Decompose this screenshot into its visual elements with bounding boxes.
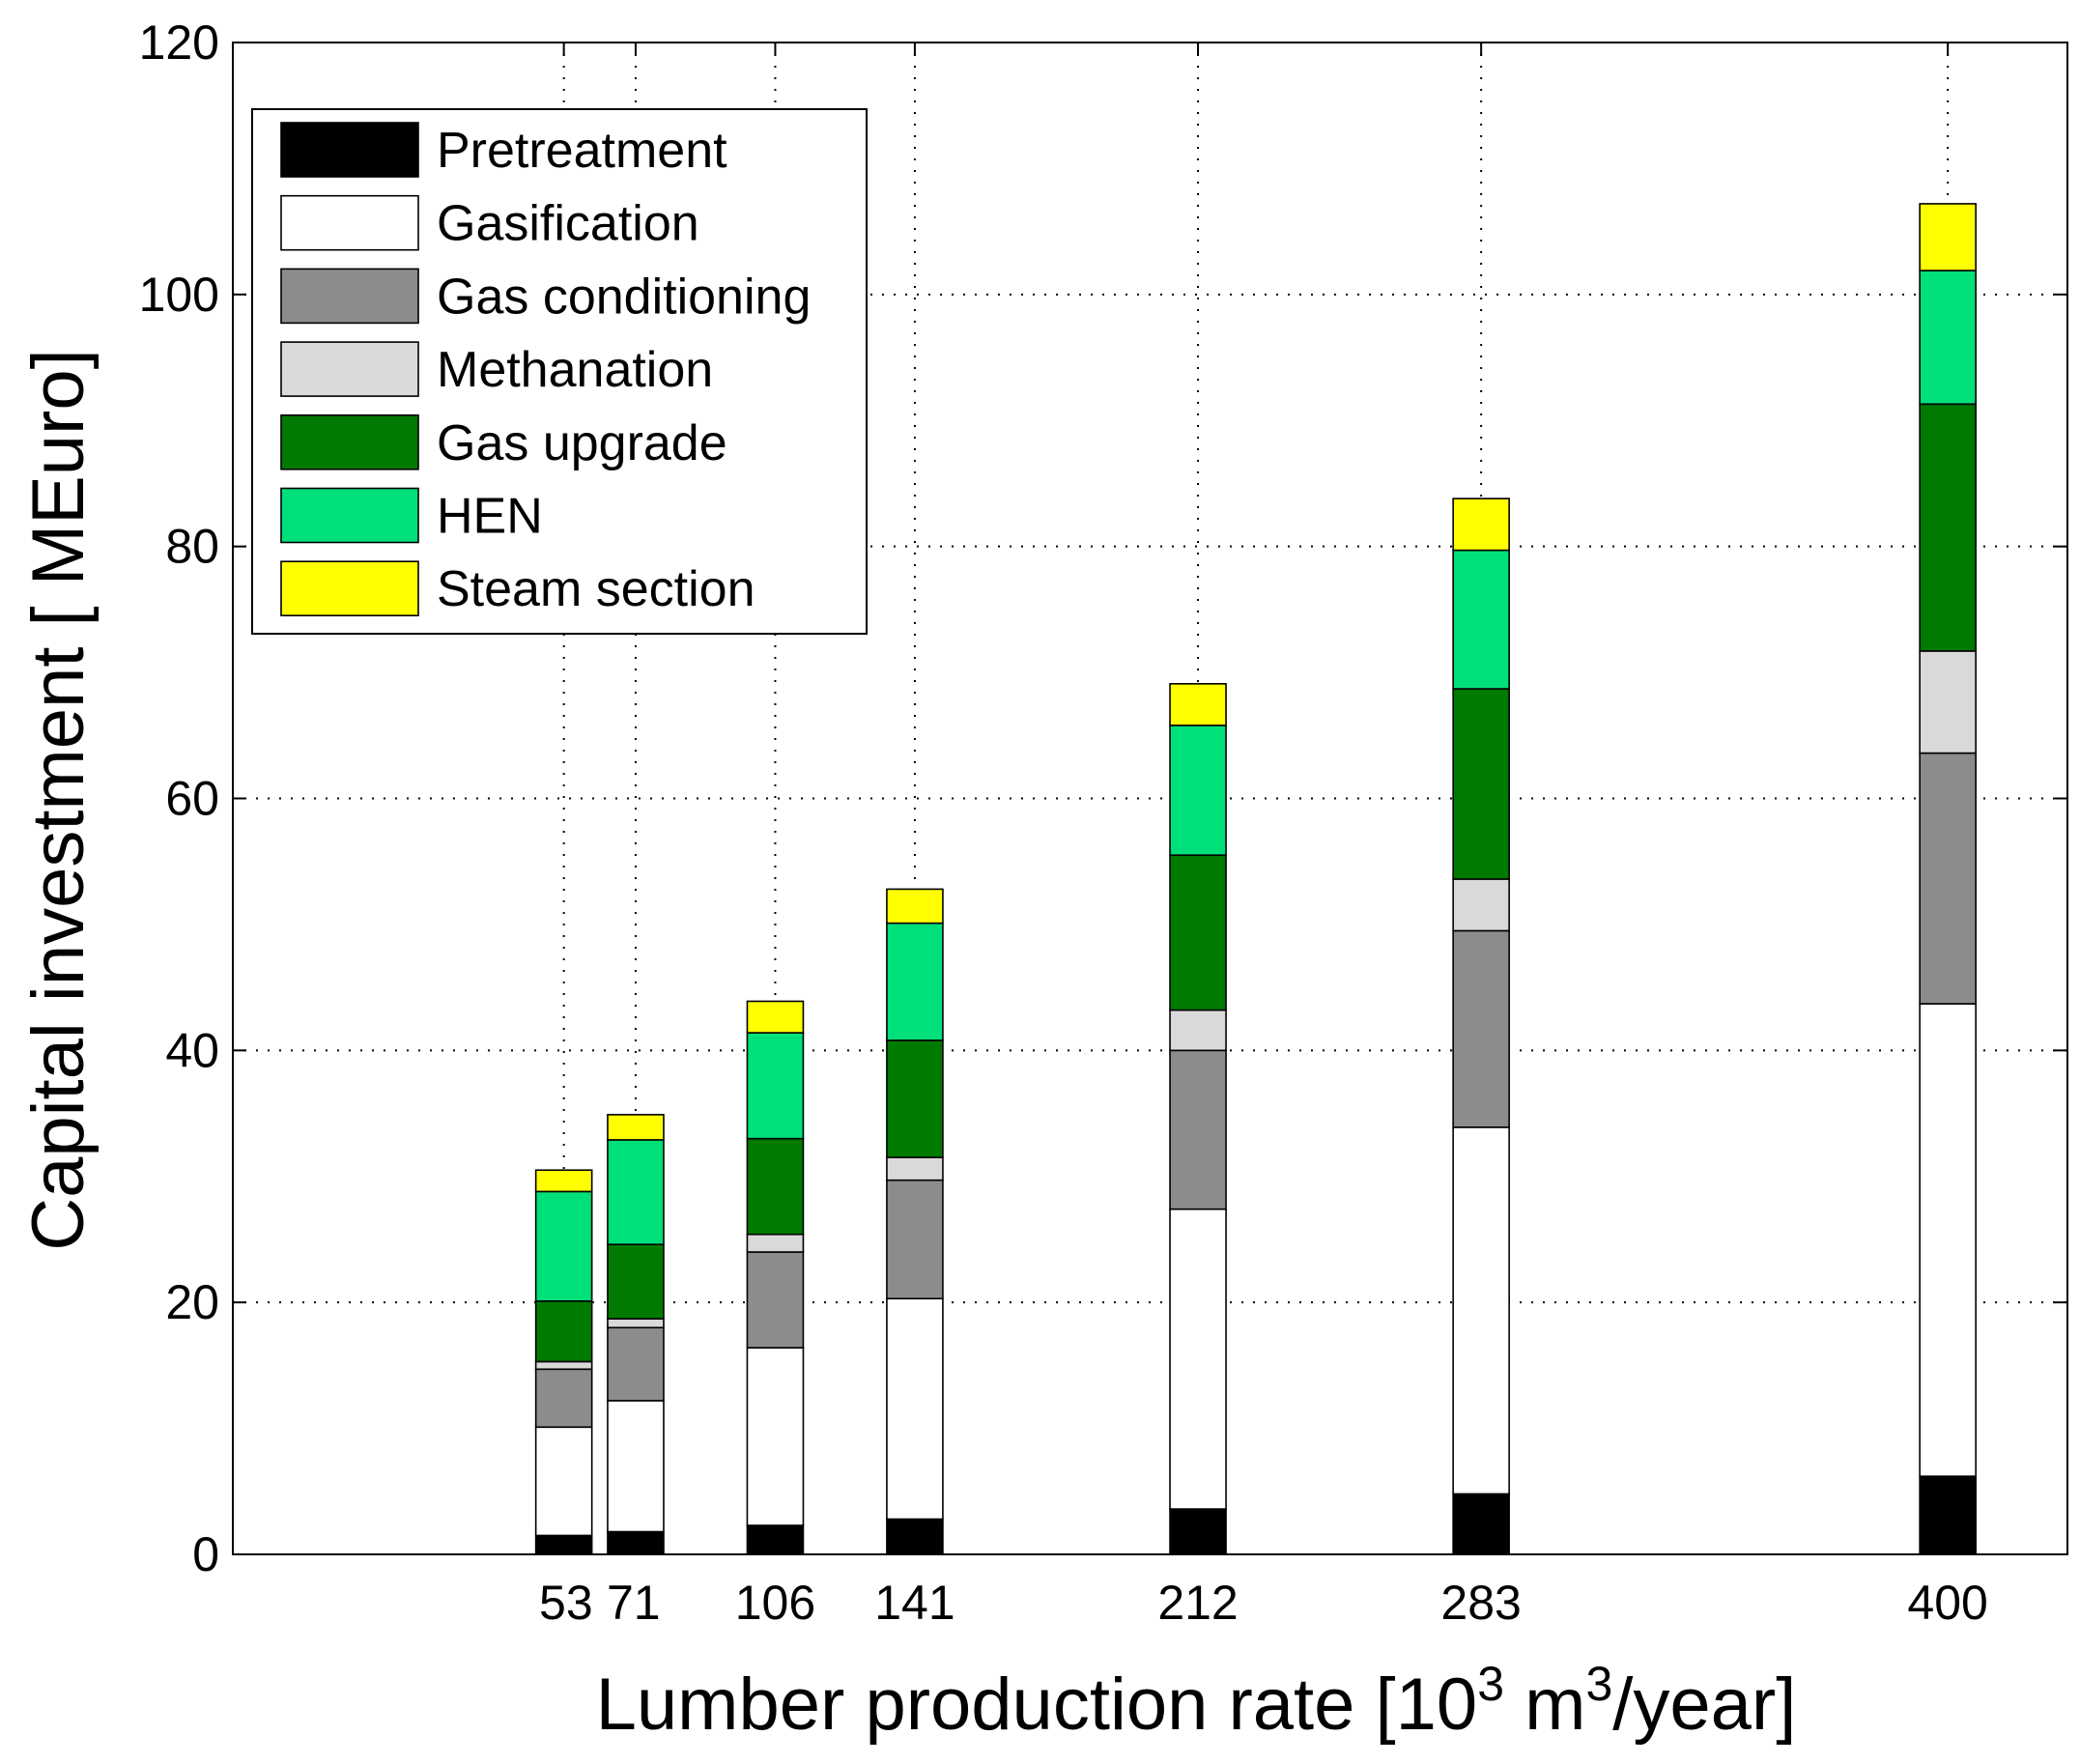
bar-segment-methanation (886, 1156, 944, 1181)
legend-swatch (280, 268, 419, 325)
bar-segment-steam-section (746, 1000, 805, 1034)
x-tick-label: 71 (607, 1576, 661, 1630)
bar-segment-steam-section (534, 1169, 593, 1193)
legend-label: Pretreatment (437, 123, 727, 179)
x-axis-ticks: 53 71 106 141 212 283 400 (539, 43, 1988, 1630)
x-tick-label: 400 (1907, 1576, 1987, 1630)
legend: Pretreatment Gasification Gas conditioning… (251, 108, 868, 635)
x-tick-label: 53 (539, 1576, 593, 1630)
bar-segment-methanation (1169, 1009, 1227, 1052)
legend-label: Methanation (437, 342, 713, 398)
bar-segment-gas-conditioning (1169, 1049, 1227, 1210)
legend-label: Gas upgrade (437, 415, 727, 471)
bar-segment-hen (1169, 725, 1227, 856)
x-axis-title-part1: Lumber production rate [10 (596, 1664, 1478, 1746)
legend-swatch (280, 487, 419, 544)
x-tick-label: 106 (735, 1576, 815, 1630)
bar-segment-gasification (746, 1347, 805, 1526)
legend-label: HEN (437, 489, 543, 545)
y-tick-label: 60 (165, 772, 219, 826)
y-tick-label: 40 (165, 1023, 219, 1077)
bar-segment-methanation (746, 1233, 805, 1253)
bar-segment-hen (1919, 270, 1977, 406)
grid-lines (233, 43, 2067, 1554)
bar-segment-gas-conditioning (1452, 929, 1510, 1128)
legend-label: Gasification (437, 196, 699, 252)
bar-segment-hen (1452, 549, 1510, 690)
bar-segment-gas-conditioning (1919, 752, 1977, 1005)
bar-segment-gas-upgrade (1169, 854, 1227, 1011)
legend-swatch (280, 413, 419, 470)
x-tick-label: 212 (1157, 1576, 1238, 1630)
legend-label: Steam section (437, 561, 755, 617)
bar-segment-methanation (1919, 650, 1977, 754)
bar-segment-gas-upgrade (1919, 403, 1977, 652)
legend-swatch (280, 122, 419, 178)
y-tick-label: 100 (139, 268, 219, 322)
bar-segment-gasification (607, 1400, 665, 1533)
x-axis-title-sup1: 3 (1477, 1657, 1504, 1711)
x-tick-label: 141 (874, 1576, 955, 1630)
legend-swatch (280, 560, 419, 617)
bar-segment-gas-upgrade (746, 1137, 805, 1236)
bar-segment-gas-conditioning (886, 1179, 944, 1300)
bar-segment-gas-conditioning (534, 1368, 593, 1429)
bar-segment-methanation (607, 1318, 665, 1329)
bar-segment-steam-section (886, 888, 944, 925)
bar-segment-methanation (534, 1360, 593, 1371)
y-tick-label: 20 (165, 1275, 219, 1329)
bar-segment-gas-upgrade (607, 1243, 665, 1320)
y-tick-label: 120 (139, 15, 219, 70)
x-axis-title-sup2: 3 (1585, 1657, 1612, 1711)
legend-label: Gas conditioning (437, 269, 811, 325)
bar-segment-gas-conditioning (746, 1251, 805, 1349)
legend-swatch (280, 194, 419, 251)
y-axis-ticks: 0 20 40 60 80 100 120 (139, 15, 2067, 1581)
bar-segment-gas-upgrade (1452, 688, 1510, 880)
legend-swatch (280, 341, 419, 397)
x-axis-title-part2: m (1504, 1664, 1585, 1746)
bars (534, 203, 1977, 1555)
bar-segment-gasification (534, 1426, 593, 1537)
bar-segment-hen (534, 1190, 593, 1302)
bar-segment-gasification (886, 1297, 944, 1521)
bar-segment-gas-conditioning (607, 1326, 665, 1402)
bar-segment-hen (746, 1032, 805, 1140)
bar-segment-hen (886, 922, 944, 1041)
x-axis-title: Lumber production rate [103 m3/year] (596, 1657, 1797, 1746)
bar-segment-gas-upgrade (534, 1300, 593, 1363)
bar-segment-gasification (1919, 1003, 1977, 1477)
x-tick-label: 283 (1440, 1576, 1521, 1630)
bar-segment-gasification (1452, 1126, 1510, 1495)
bar-segment-steam-section (1169, 683, 1227, 726)
bar-segment-steam-section (1452, 498, 1510, 552)
y-tick-label: 80 (165, 520, 219, 574)
bar-segment-hen (607, 1139, 665, 1245)
bar-segment-gasification (1169, 1208, 1227, 1510)
bar-segment-steam-section (607, 1114, 665, 1141)
y-axis-title: Capital investment [ MEuro] (17, 349, 100, 1251)
bar-segment-methanation (1452, 878, 1510, 932)
bar-segment-gas-upgrade (886, 1039, 944, 1158)
x-axis-title-part3: /year] (1612, 1664, 1796, 1746)
y-tick-label: 0 (192, 1527, 219, 1581)
bar-segment-steam-section (1919, 203, 1977, 271)
